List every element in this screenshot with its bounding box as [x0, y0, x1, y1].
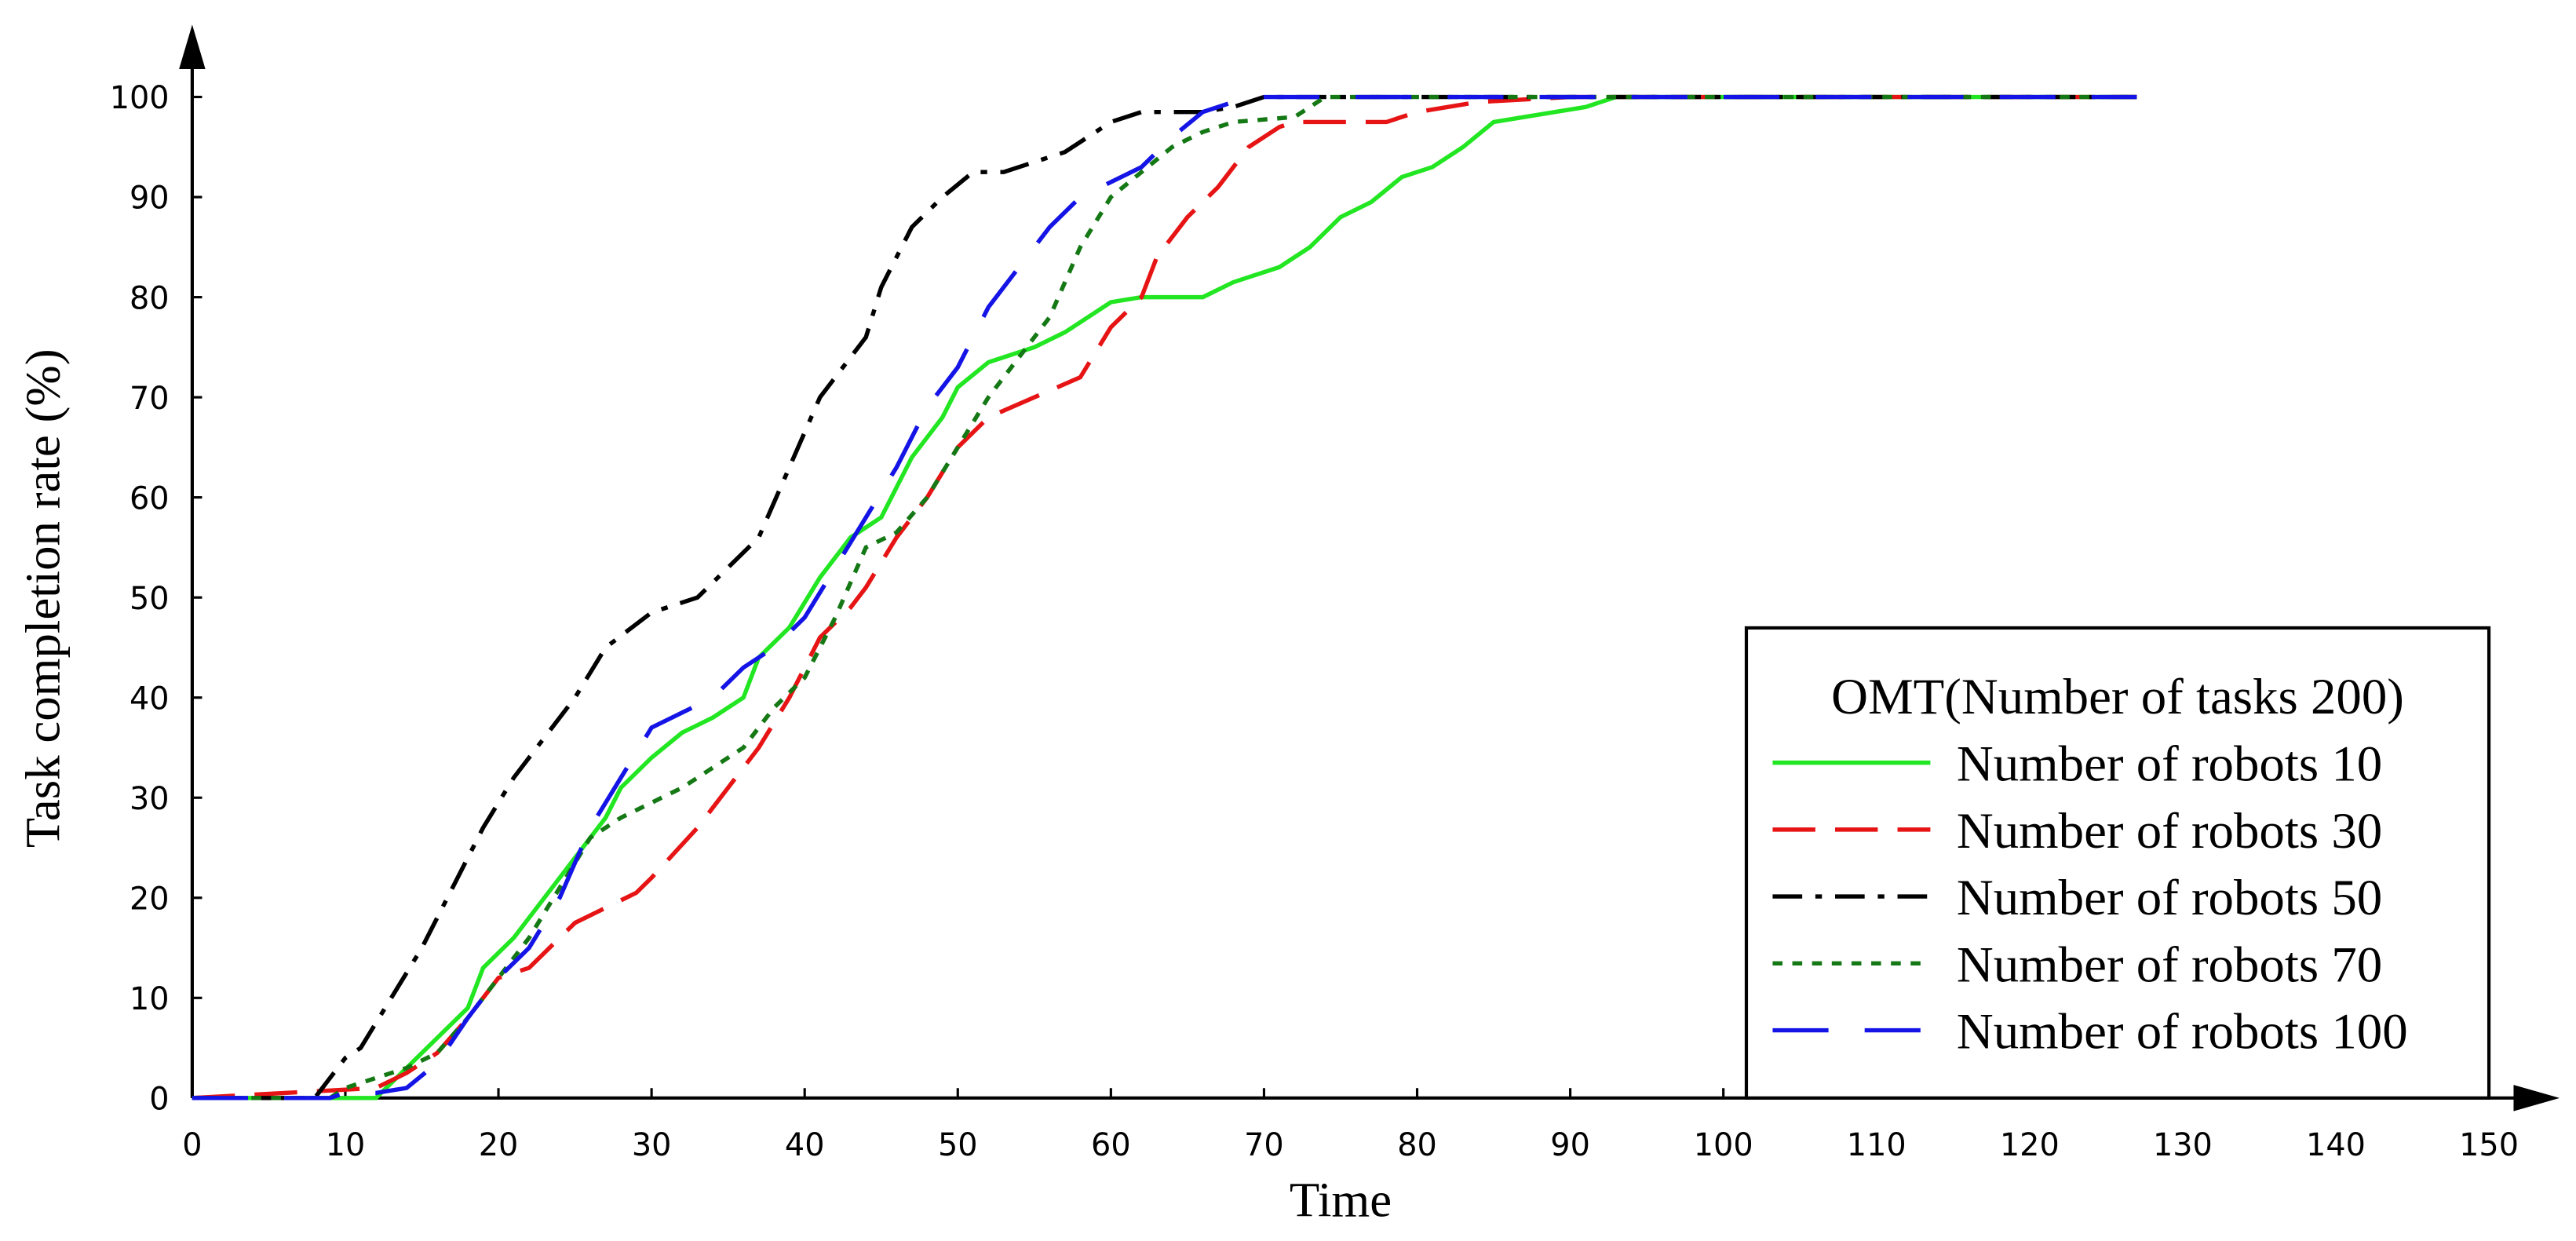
x-tick-label: 60 — [1091, 1127, 1131, 1163]
legend-label: Number of robots 30 — [1957, 803, 2382, 860]
x-tick-label: 20 — [479, 1127, 519, 1163]
plot-area: 0 10 20 30 40 50 60 70 80 90 100 110 120 130 140 150 0 10… — [110, 80, 2519, 1163]
y-tick-label: 0 — [149, 1081, 169, 1117]
x-tick-label: 30 — [632, 1127, 672, 1163]
x-axis-arrow — [2513, 1085, 2560, 1111]
y-tick-label: 80 — [130, 280, 170, 316]
y-tick-label: 60 — [130, 480, 170, 516]
legend-label: Number of robots 10 — [1957, 736, 2382, 793]
legend-label: Number of robots 50 — [1957, 870, 2382, 926]
x-tick-label: 150 — [2459, 1127, 2519, 1163]
series-line — [192, 94, 2137, 1100]
y-tick-label: 50 — [130, 581, 170, 617]
x-tick-label: 10 — [326, 1127, 366, 1163]
legend-title: OMT(Number of tasks 200) — [1831, 669, 2404, 725]
x-tick-label: 0 — [182, 1127, 202, 1163]
y-tick-label: 20 — [130, 881, 170, 917]
x-tick-label: 80 — [1397, 1127, 1437, 1163]
x-tick-label: 70 — [1244, 1127, 1284, 1163]
y-tick-label: 30 — [130, 781, 170, 817]
series-line — [192, 94, 2137, 1100]
x-tick-label: 110 — [1847, 1127, 1906, 1163]
x-tick-label: 50 — [938, 1127, 978, 1163]
x-tick-label: 90 — [1550, 1127, 1590, 1163]
x-tick-label: 130 — [2153, 1127, 2213, 1163]
x-tick-label: 120 — [2000, 1127, 2060, 1163]
y-tick-label: 90 — [130, 181, 170, 217]
x-tick-label: 40 — [785, 1127, 825, 1163]
legend: Number of robots 10 Number of robots 30 Nu… — [1772, 736, 2408, 1060]
legend-box — [1744, 626, 2491, 1100]
y-tick-label: 40 — [130, 681, 170, 717]
x-tick-label: 140 — [2306, 1127, 2366, 1163]
x-tick-label: 100 — [1694, 1127, 1753, 1163]
legend-label: Number of robots 100 — [1957, 1004, 2408, 1060]
y-tick-label: 10 — [130, 981, 170, 1017]
legend-label: Number of robots 70 — [1957, 936, 2382, 993]
series-line — [192, 94, 2137, 1100]
y-tick-label: 70 — [130, 381, 170, 417]
y-axis-arrow — [179, 24, 206, 69]
y-tick-label: 100 — [110, 80, 170, 116]
y-axis-label: Task completion rate (%) — [15, 349, 70, 848]
x-axis-label: Time — [1290, 1173, 1392, 1228]
